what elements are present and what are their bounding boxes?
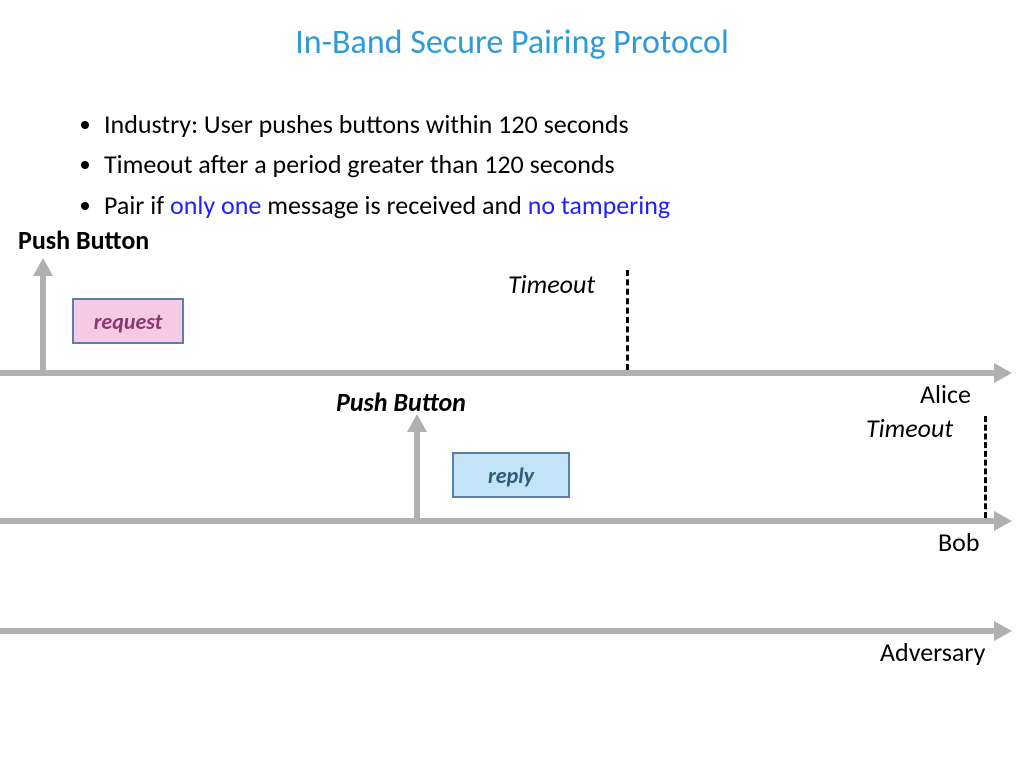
- bob-lane-label: Bob: [938, 526, 980, 558]
- bob-timeout-dash: [984, 416, 987, 518]
- alice-timeout-dash: [626, 270, 629, 370]
- bullet-1: Industry: User pushes buttons within 120…: [104, 106, 670, 142]
- alice-push-label: Push Button: [18, 224, 149, 256]
- bob-push-arrowhead: [407, 414, 427, 432]
- bob-push-arrow: [414, 432, 420, 518]
- alice-timeline: [0, 370, 994, 376]
- bullet-list: Industry: User pushes buttons within 120…: [64, 106, 670, 227]
- adversary-timeline-arrowhead: [994, 621, 1012, 641]
- bullet-3-mid: message is received and: [261, 189, 527, 221]
- bob-reply-box: reply: [452, 452, 570, 498]
- slide: In-Band Secure Pairing Protocol Industry…: [0, 0, 1024, 768]
- alice-timeline-arrowhead: [994, 363, 1012, 383]
- alice-lane-label: Alice: [920, 378, 971, 410]
- bob-timeout-label: Timeout: [866, 412, 953, 444]
- alice-request-box: request: [72, 298, 184, 344]
- alice-request-text: request: [94, 308, 163, 335]
- slide-title: In-Band Secure Pairing Protocol: [0, 22, 1024, 63]
- bullet-3-pre: Pair if: [104, 189, 170, 221]
- adversary-lane-label: Adversary: [880, 636, 985, 668]
- alice-timeout-label: Timeout: [508, 268, 595, 300]
- bullet-3: Pair if only one message is received and…: [104, 187, 670, 223]
- bob-reply-text: reply: [488, 462, 534, 489]
- bob-push-label: Push Button: [336, 386, 466, 418]
- bullet-3-hl1: only one: [170, 189, 261, 221]
- bullet-3-hl2: no tampering: [528, 189, 670, 221]
- adversary-timeline: [0, 628, 994, 634]
- bob-timeline-arrowhead: [994, 511, 1012, 531]
- bob-timeline: [0, 518, 994, 524]
- bullet-2: Timeout after a period greater than 120 …: [104, 146, 670, 182]
- alice-push-arrowhead: [33, 258, 53, 276]
- alice-push-arrow: [40, 276, 46, 370]
